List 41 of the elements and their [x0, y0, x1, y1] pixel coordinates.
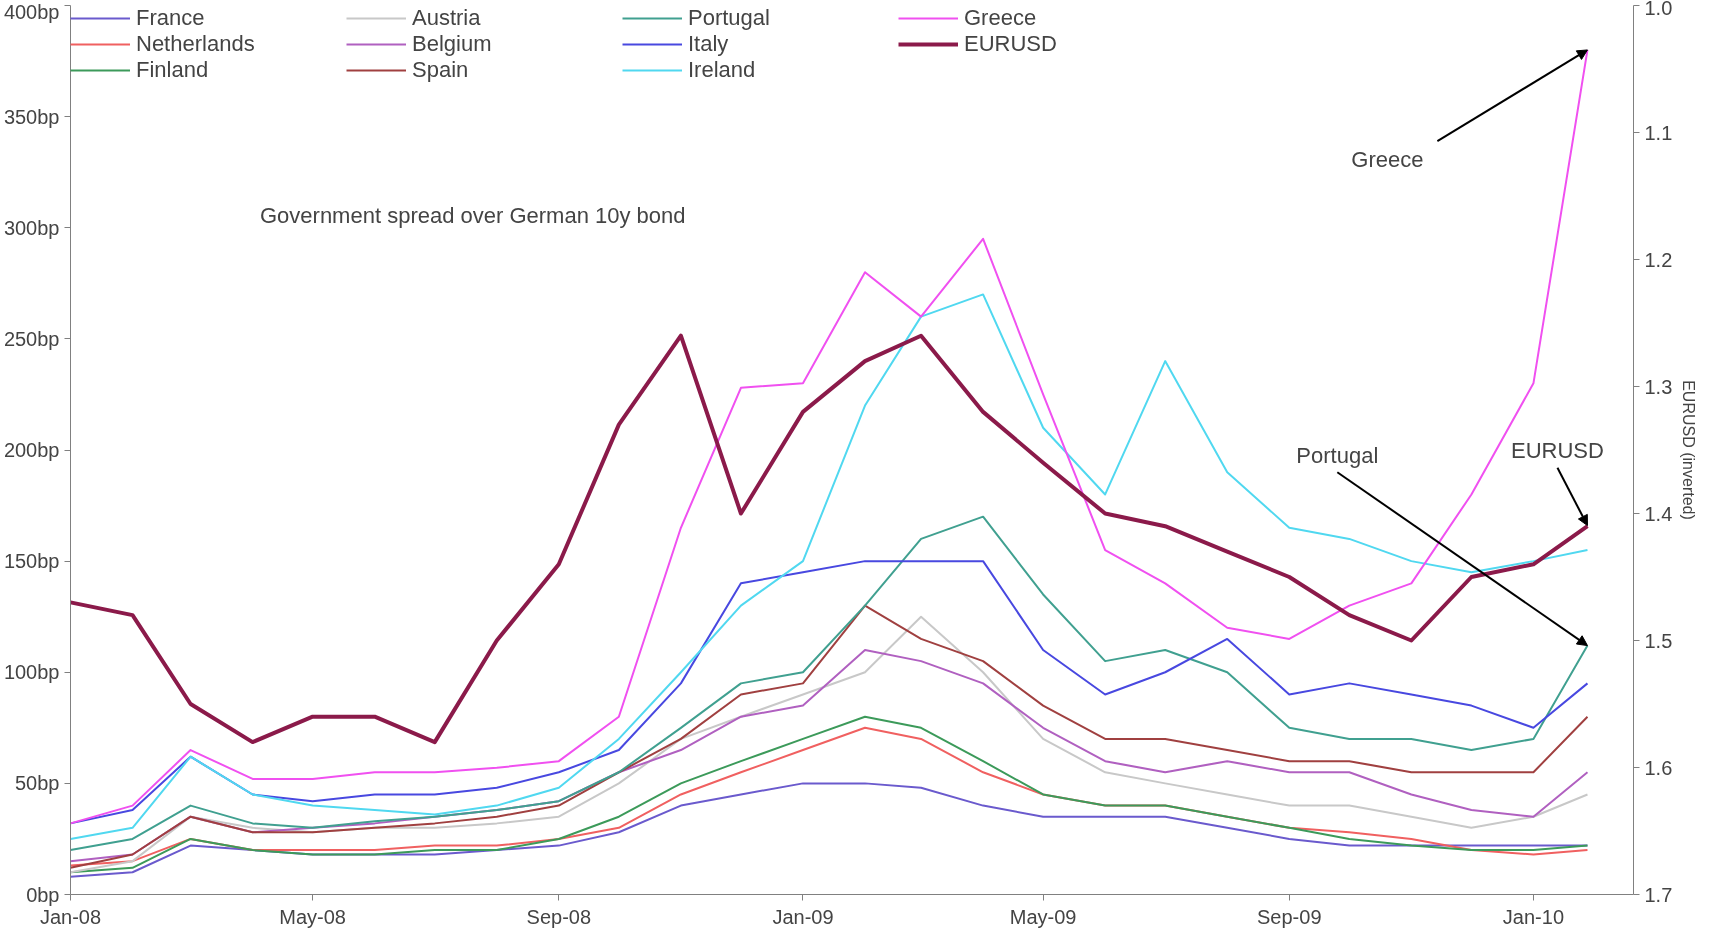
legend-label: Portugal	[688, 5, 771, 31]
y-tick-label: 400bp	[3, 0, 60, 23]
annotation: Portugal	[1296, 442, 1379, 468]
annotation: EURUSD	[1511, 438, 1604, 464]
y-tick-label: 50bp	[15, 772, 60, 795]
y2-tick-label: 1.4	[1644, 502, 1673, 525]
y2-tick-label: 1.2	[1644, 248, 1673, 271]
annotation: Greece	[1351, 147, 1424, 173]
legend-label: Greece	[964, 5, 1038, 31]
x-tick-label: Jan-09	[772, 905, 834, 928]
y-tick-label: 200bp	[3, 439, 60, 461]
y2-tick-label: 1.3	[1644, 375, 1673, 398]
x-tick-label: May-08	[279, 905, 347, 928]
y2-axis-title: EURUSD (inverted)	[1680, 380, 1698, 520]
legend-label: Austria	[412, 5, 482, 31]
y-tick-label: 250bp	[3, 327, 60, 350]
line-series	[70, 515, 1589, 852]
legend-label: Italy	[688, 31, 730, 57]
legend-label: Finland	[136, 57, 210, 83]
legend-label: Netherlands	[136, 31, 256, 57]
y2-tick-label: 1.5	[1644, 629, 1673, 652]
x-tick-label: Sep-08	[526, 905, 592, 928]
y-tick-label: 350bp	[3, 105, 60, 128]
x-tick-label: Jan-08	[39, 905, 102, 928]
legend-label: Belgium	[412, 31, 493, 57]
x-tick-label: May-09	[1009, 905, 1077, 928]
x-tick-label: Sep-09	[1257, 905, 1322, 928]
x-tick-label: Jan-10	[1502, 905, 1565, 928]
y2-tick-label: 1.0	[1644, 0, 1673, 19]
legend-label: Ireland	[688, 57, 757, 83]
legend-label: EURUSD	[964, 31, 1058, 57]
y-tick-label: 0bp	[26, 883, 60, 906]
y-tick-label: 300bp	[3, 216, 60, 239]
legend-label: Spain	[412, 57, 470, 83]
y-tick-label: 100bp	[3, 661, 60, 684]
y2-tick-label: 1.6	[1644, 756, 1673, 779]
annotation: Government spread over German 10y bond	[259, 202, 686, 228]
y2-tick-label: 1.7	[1644, 883, 1673, 906]
y-tick-label: 150bp	[3, 550, 60, 573]
y2-tick-label: 1.1	[1644, 121, 1673, 144]
legend-label: France	[136, 5, 206, 31]
